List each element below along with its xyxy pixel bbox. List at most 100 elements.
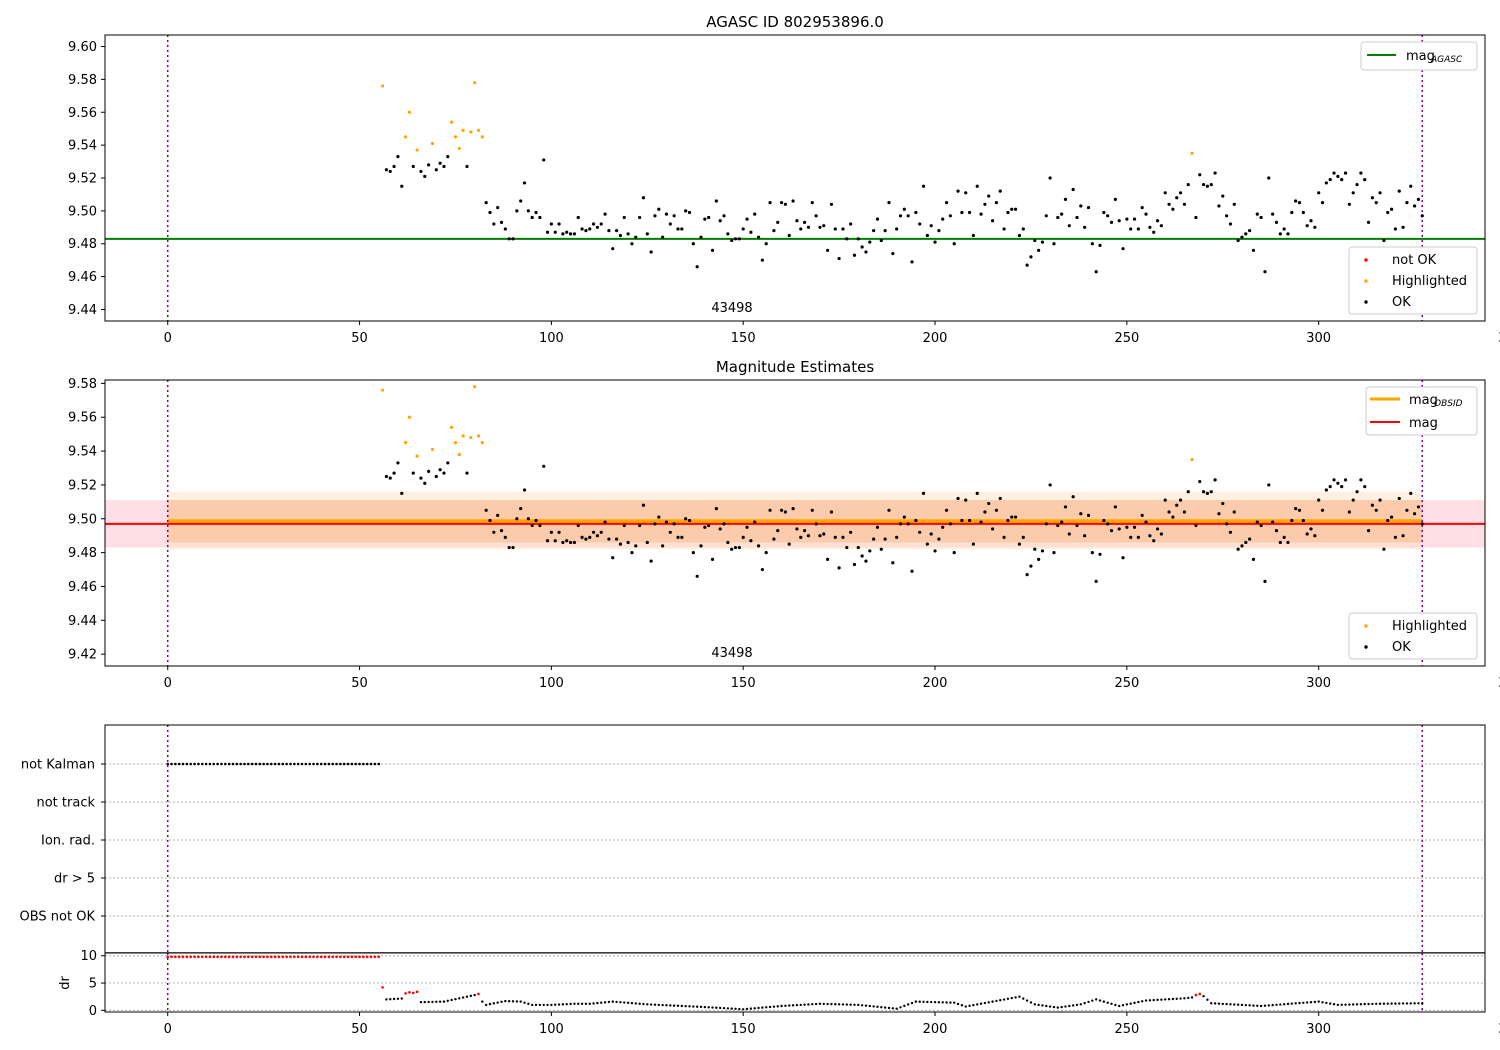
x-tick-label: 300 xyxy=(1306,331,1331,346)
dr-point xyxy=(949,1001,952,1004)
dr-point xyxy=(1405,1002,1409,1005)
ok-point xyxy=(657,515,661,519)
dr-not-ok-point xyxy=(477,992,480,996)
ok-point xyxy=(645,540,649,545)
dr-not-ok-point xyxy=(250,955,254,959)
ok-point xyxy=(948,522,952,526)
dr-point xyxy=(1141,1000,1144,1003)
dr-point xyxy=(442,1000,446,1003)
dr-point xyxy=(1248,1004,1251,1007)
ok-point xyxy=(1198,479,1202,484)
ok-point xyxy=(826,248,830,252)
ok-point xyxy=(557,222,561,226)
flag-point xyxy=(365,762,369,766)
dr-point xyxy=(1190,996,1194,999)
ok-point xyxy=(1251,248,1256,252)
ok-point xyxy=(714,199,718,203)
ok-point xyxy=(1271,212,1275,216)
dr-point xyxy=(1325,1001,1328,1005)
dr-point xyxy=(799,1003,802,1007)
ok-point xyxy=(1232,202,1236,206)
ok-point xyxy=(668,530,672,534)
dr-point xyxy=(527,1002,530,1006)
ok-point xyxy=(584,228,588,233)
ok-point xyxy=(1083,534,1087,538)
dr-not-ok-point xyxy=(358,955,361,959)
highlighted-point xyxy=(457,452,461,457)
ok-point xyxy=(768,508,772,512)
flag-point xyxy=(312,762,315,766)
flag-point xyxy=(223,762,227,766)
dr-point xyxy=(899,1006,902,1009)
dr-point xyxy=(1363,1002,1366,1006)
ok-point xyxy=(1144,520,1148,524)
y-tick-label: 9.52 xyxy=(68,172,97,187)
dr-point xyxy=(761,1006,764,1009)
dr-point xyxy=(496,1001,499,1004)
ok-point xyxy=(1393,535,1398,539)
ok-point xyxy=(1320,508,1325,512)
ok-point xyxy=(925,233,929,238)
ok-point xyxy=(1382,547,1386,551)
ok-point xyxy=(948,214,952,218)
dr-point xyxy=(638,1002,641,1005)
dr-not-ok-point xyxy=(212,955,216,959)
ok-point xyxy=(1194,523,1198,528)
ok-point xyxy=(1274,220,1279,224)
dr-point xyxy=(956,1002,960,1006)
dr-not-ok-point xyxy=(342,955,346,959)
dr-point xyxy=(1029,1001,1033,1004)
flag-point xyxy=(296,762,300,766)
dr-point xyxy=(554,1003,557,1006)
legend-highlighted-2: Highlighted xyxy=(1392,619,1467,634)
ok-point xyxy=(534,518,538,523)
ok-point xyxy=(952,551,956,555)
highlighted-point xyxy=(403,441,408,445)
panel1-annotation: 43498 xyxy=(711,301,752,316)
dr-point xyxy=(1413,1002,1416,1005)
ok-point xyxy=(1420,214,1424,218)
ok-point xyxy=(488,210,492,215)
ok-point xyxy=(1044,522,1048,526)
ok-point xyxy=(875,217,880,221)
ok-point xyxy=(492,222,496,226)
dr-point xyxy=(1033,1003,1036,1006)
ok-point xyxy=(929,532,933,536)
ok-point xyxy=(849,530,853,534)
x-tick-label: 200 xyxy=(923,1022,948,1037)
ok-point xyxy=(672,214,676,218)
highlighted-point xyxy=(473,385,477,389)
legend-mag-obsid-subscript: OBSID xyxy=(1434,399,1463,409)
ok-point xyxy=(906,214,910,218)
dr-point xyxy=(546,1003,549,1007)
ok-point xyxy=(795,219,799,223)
ok-point xyxy=(822,532,826,536)
ok-point xyxy=(1232,510,1236,514)
dr-point xyxy=(822,1002,825,1006)
dr-point xyxy=(396,997,400,1000)
ok-point xyxy=(653,522,657,526)
flag-point xyxy=(208,762,212,766)
dr-point xyxy=(906,1003,910,1006)
ok-point xyxy=(595,534,600,538)
ok-point xyxy=(657,207,661,211)
ok-point xyxy=(1248,228,1252,233)
dr-not-ok-point xyxy=(277,955,281,959)
ok-point xyxy=(1259,215,1263,220)
ok-point xyxy=(864,559,868,563)
dr-point xyxy=(1117,1004,1121,1008)
ok-point xyxy=(542,464,546,468)
ok-point xyxy=(1117,219,1121,223)
panel2-annotation: 43498 xyxy=(711,646,752,661)
ok-point xyxy=(1259,523,1263,528)
dr-not-ok-point xyxy=(377,955,381,959)
dr-point xyxy=(1332,1003,1336,1006)
highlighted-point xyxy=(453,135,458,139)
ok-point xyxy=(1374,201,1378,205)
highlighted-point xyxy=(473,81,477,85)
dr-point xyxy=(742,1008,745,1011)
ok-point xyxy=(714,507,718,511)
dr-not-ok-point xyxy=(231,955,235,959)
ok-point xyxy=(779,201,784,205)
flag-point xyxy=(281,762,285,766)
